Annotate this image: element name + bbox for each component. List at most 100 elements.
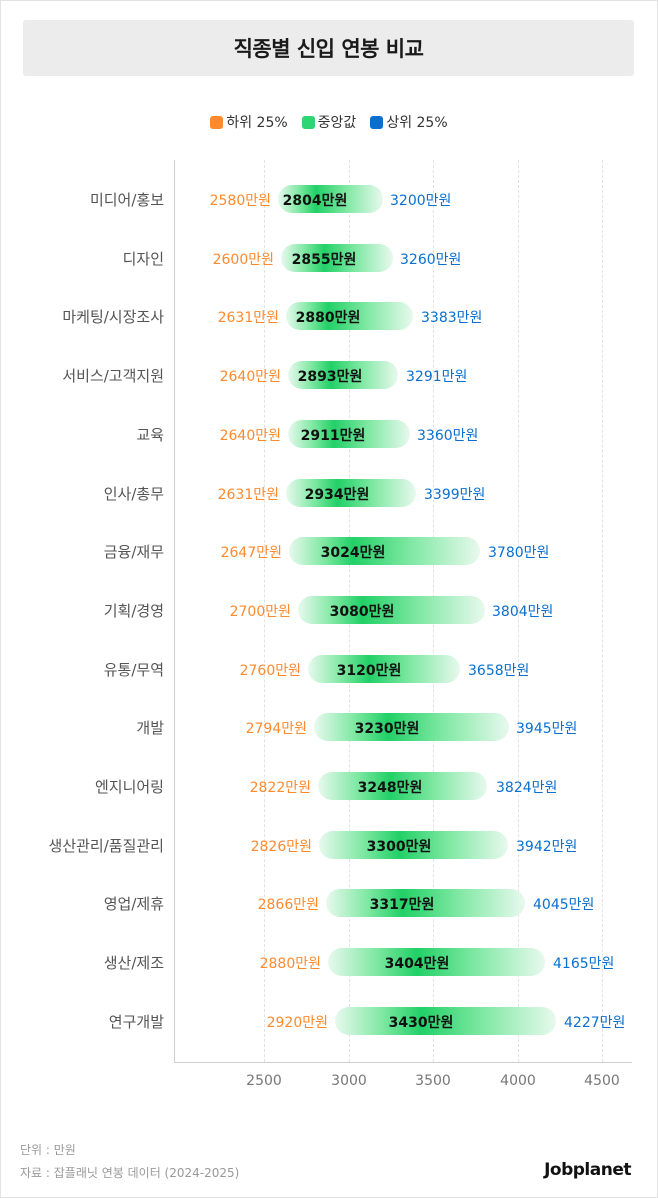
gridline bbox=[518, 160, 519, 1062]
legend-item-high: 상위 25% bbox=[370, 112, 448, 132]
chart-row: 교육 2911만원 2640만원 3360만원 bbox=[0, 419, 658, 449]
legend-swatch-green-icon bbox=[301, 115, 315, 129]
range-bar bbox=[308, 655, 460, 683]
chart-row: 엔지니어링 3248만원 2822만원 3824만원 bbox=[0, 771, 658, 801]
high-quartile-value: 3200만원 bbox=[390, 193, 452, 209]
legend-label: 중앙값 bbox=[317, 115, 357, 131]
high-quartile-value: 3780만원 bbox=[488, 545, 550, 561]
low-quartile-value: 2826만원 bbox=[250, 839, 312, 855]
high-quartile-value: 3360만원 bbox=[417, 428, 479, 444]
low-quartile-value: 2920만원 bbox=[266, 1015, 328, 1031]
median-value: 3120만원 bbox=[336, 663, 402, 679]
category-label: 연구개발 bbox=[108, 1013, 164, 1031]
low-quartile-value: 2647만원 bbox=[220, 545, 282, 561]
range-bar-chart: 2500 3000 3500 4000 4500 미디어/홍보 2804만원 2580만원 32… bbox=[0, 160, 658, 1089]
high-quartile-value: 4045만원 bbox=[533, 897, 595, 913]
median-value: 2880만원 bbox=[295, 310, 361, 326]
median-value: 3300만원 bbox=[366, 839, 432, 855]
title-banner: 직종별 신입 연봉 비교 bbox=[23, 20, 634, 76]
chart-row: 금융/재무 3024만원 2647만원 3780만원 bbox=[0, 536, 658, 566]
legend-swatch-orange-icon bbox=[210, 115, 224, 129]
category-label: 기획/경영 bbox=[103, 602, 164, 620]
category-label: 금융/재무 bbox=[103, 543, 164, 561]
category-label: 영업/제휴 bbox=[103, 895, 164, 913]
median-value: 3404만원 bbox=[384, 956, 450, 972]
median-value: 3230만원 bbox=[354, 721, 420, 737]
category-label: 생산관리/품질관리 bbox=[48, 837, 164, 855]
median-value: 2804만원 bbox=[282, 193, 348, 209]
category-label: 생산/제조 bbox=[103, 954, 164, 972]
range-bar bbox=[298, 596, 485, 624]
high-quartile-value: 3824만원 bbox=[496, 780, 558, 796]
median-value: 3248만원 bbox=[357, 780, 423, 796]
x-tick-label: 3500 bbox=[415, 1073, 451, 1089]
brand-logo: Jobplanet bbox=[544, 1160, 631, 1180]
legend-swatch-blue-icon bbox=[370, 115, 384, 129]
source-note: 자료 : 잡플래닛 연봉 데이터 (2024-2025) bbox=[20, 1166, 240, 1180]
median-value: 2893만원 bbox=[297, 369, 363, 385]
legend-label: 상위 25% bbox=[386, 115, 448, 131]
range-bar bbox=[286, 479, 416, 507]
gridline bbox=[602, 160, 603, 1062]
range-bar bbox=[328, 948, 545, 976]
high-quartile-value: 3291만원 bbox=[406, 369, 468, 385]
legend-item-low: 하위 25% bbox=[210, 112, 288, 132]
range-bar bbox=[318, 772, 487, 800]
category-label: 디자인 bbox=[122, 250, 164, 268]
high-quartile-value: 3383만원 bbox=[421, 310, 483, 326]
high-quartile-value: 3804만원 bbox=[492, 604, 554, 620]
low-quartile-value: 2600만원 bbox=[212, 252, 274, 268]
chart-title: 직종별 신입 연봉 비교 bbox=[233, 37, 424, 61]
high-quartile-value: 3399만원 bbox=[424, 487, 486, 503]
low-quartile-value: 2580만원 bbox=[209, 193, 271, 209]
chart-row: 마케팅/시장조사 2880만원 2631만원 3383만원 bbox=[0, 301, 658, 331]
category-label: 서비스/고객지원 bbox=[62, 367, 164, 385]
chart-row: 생산/제조 3404만원 2880만원 4165만원 bbox=[0, 947, 658, 977]
range-bar bbox=[278, 185, 383, 213]
low-quartile-value: 2631만원 bbox=[217, 310, 279, 326]
x-tick-label: 3000 bbox=[331, 1073, 367, 1089]
median-value: 2934만원 bbox=[304, 487, 370, 503]
x-tick-label: 4000 bbox=[500, 1073, 536, 1089]
legend-label: 하위 25% bbox=[226, 115, 288, 131]
low-quartile-value: 2822만원 bbox=[249, 780, 311, 796]
low-quartile-value: 2700만원 bbox=[229, 604, 291, 620]
low-quartile-value: 2760만원 bbox=[239, 663, 301, 679]
legend-item-median: 중앙값 bbox=[301, 112, 357, 132]
median-value: 2911만원 bbox=[300, 428, 366, 444]
high-quartile-value: 3658만원 bbox=[468, 663, 530, 679]
range-bar bbox=[288, 361, 398, 389]
chart-row: 인사/총무 2934만원 2631만원 3399만원 bbox=[0, 478, 658, 508]
category-label: 마케팅/시장조사 bbox=[62, 308, 164, 326]
x-tick-label: 4500 bbox=[584, 1073, 620, 1089]
range-bar bbox=[281, 244, 393, 272]
high-quartile-value: 4165만원 bbox=[553, 956, 615, 972]
chart-row: 서비스/고객지원 2893만원 2640만원 3291만원 bbox=[0, 360, 658, 390]
range-bar bbox=[286, 302, 413, 330]
category-label: 엔지니어링 bbox=[94, 778, 164, 796]
x-axis-line bbox=[174, 1062, 632, 1063]
high-quartile-value: 4227만원 bbox=[564, 1015, 626, 1031]
low-quartile-value: 2866만원 bbox=[257, 897, 319, 913]
chart-row: 개발 3230만원 2794만원 3945만원 bbox=[0, 712, 658, 742]
legend: 하위 25% 중앙값 상위 25% bbox=[0, 112, 658, 132]
chart-row: 연구개발 3430만원 2920만원 4227만원 bbox=[0, 1006, 658, 1036]
chart-row: 유통/무역 3120만원 2760만원 3658만원 bbox=[0, 654, 658, 684]
category-label: 인사/총무 bbox=[103, 485, 164, 503]
range-bar bbox=[319, 831, 508, 859]
range-bar bbox=[288, 420, 410, 448]
chart-row: 영업/제휴 3317만원 2866만원 4045만원 bbox=[0, 888, 658, 918]
chart-row: 미디어/홍보 2804만원 2580만원 3200만원 bbox=[0, 184, 658, 214]
median-value: 3317만원 bbox=[369, 897, 435, 913]
chart-row: 기획/경영 3080만원 2700만원 3804만원 bbox=[0, 595, 658, 625]
median-value: 3080만원 bbox=[329, 604, 395, 620]
median-value: 2855만원 bbox=[291, 252, 357, 268]
high-quartile-value: 3945만원 bbox=[516, 721, 578, 737]
low-quartile-value: 2880만원 bbox=[259, 956, 321, 972]
low-quartile-value: 2794만원 bbox=[245, 721, 307, 737]
category-label: 유통/무역 bbox=[103, 661, 164, 679]
y-axis-line bbox=[174, 160, 175, 1062]
low-quartile-value: 2640만원 bbox=[219, 428, 281, 444]
category-label: 교육 bbox=[136, 426, 164, 444]
low-quartile-value: 2640만원 bbox=[219, 369, 281, 385]
